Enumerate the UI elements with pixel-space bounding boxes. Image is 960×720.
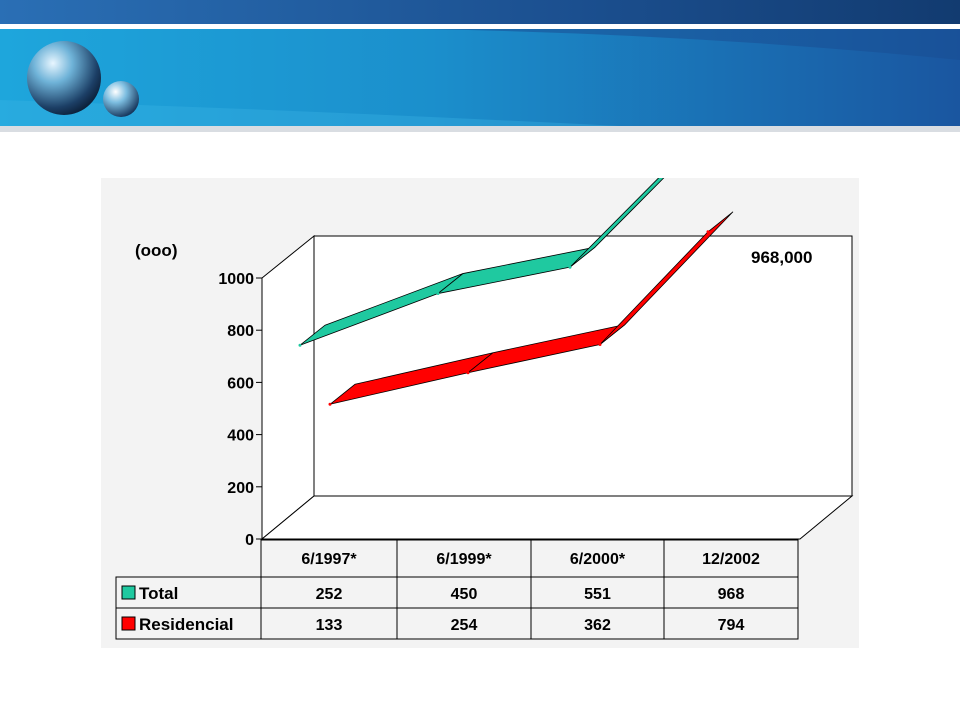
y-tick-label: 600: [227, 375, 254, 392]
small-globe-icon: [103, 81, 139, 117]
data-point: [436, 292, 440, 296]
banner-graphic: [0, 0, 960, 132]
back-wall: [313, 235, 853, 497]
legend-label: Residencial: [139, 615, 234, 634]
table-cell-value: 551: [584, 586, 611, 603]
series-segment: [569, 178, 665, 268]
data-point: [328, 402, 332, 406]
table-cell-value: 450: [451, 586, 478, 603]
series-residencial: [328, 211, 734, 406]
data-point: [568, 265, 572, 269]
series-segment: [599, 211, 734, 345]
peak-annotation: 968,000: [751, 248, 812, 267]
y-tick-label: 0: [245, 532, 254, 549]
table-cell-value: 968: [718, 586, 745, 603]
table-cell-value: 252: [316, 586, 343, 603]
table-cell-value: 254: [451, 617, 478, 634]
slide-header-banner: [0, 0, 960, 140]
chart-walls: [260, 234, 854, 541]
line-chart: (ooo) 0 200 400 600 800 1000 968,000 6/1997* 6…: [115, 178, 854, 640]
floor: [260, 495, 854, 540]
chart-panel: (ooo) 0 200 400 600 800 1000 968,000 6/1997* 6…: [101, 178, 859, 648]
table-cell-value: 362: [584, 617, 611, 634]
x-category-label: 6/2000*: [570, 551, 626, 568]
x-category-label: 6/1997*: [301, 551, 357, 568]
table-cell-value: 794: [718, 617, 745, 634]
data-point: [706, 230, 710, 234]
y-axis-label: (ooo): [135, 241, 177, 260]
side-wall: [261, 234, 315, 541]
legend-swatch: [121, 616, 136, 631]
y-tick-label: 400: [227, 428, 254, 445]
data-point: [466, 371, 470, 375]
x-category-label: 6/1999*: [436, 551, 492, 568]
globe-icon: [27, 41, 101, 115]
y-tick-label: 1000: [218, 271, 254, 288]
table-cell-value: 133: [316, 617, 343, 634]
series-total: [298, 178, 665, 347]
data-point: [598, 343, 602, 347]
data-point: [298, 343, 302, 347]
x-category-label: 12/2002: [702, 551, 760, 568]
legend-swatch: [121, 585, 136, 600]
y-tick-label: 800: [227, 323, 254, 340]
y-tick-label: 200: [227, 480, 254, 497]
legend-label: Total: [139, 584, 178, 603]
